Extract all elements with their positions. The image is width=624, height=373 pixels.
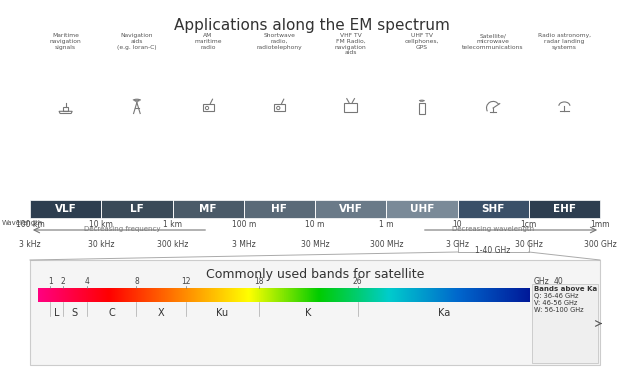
Text: 4: 4 — [85, 277, 90, 286]
Text: 10 m: 10 m — [305, 220, 324, 229]
Text: K: K — [305, 308, 312, 318]
Text: 40: 40 — [553, 277, 563, 286]
Bar — [101, 200, 172, 218]
Text: 100 km: 100 km — [16, 220, 44, 229]
Text: 300 kHz: 300 kHz — [157, 240, 188, 249]
Bar — [172, 200, 244, 218]
Text: 1 km: 1 km — [163, 220, 182, 229]
Text: Commonly used bands for satellite: Commonly used bands for satellite — [206, 268, 424, 281]
Text: 300 MHz: 300 MHz — [369, 240, 403, 249]
Text: VHF: VHF — [339, 204, 363, 214]
Text: HF: HF — [271, 204, 287, 214]
Text: UHF TV
cellphones,
GPS: UHF TV cellphones, GPS — [405, 33, 439, 50]
Text: Shortwave
radio,
radiotelephony: Shortwave radio, radiotelephony — [256, 33, 302, 50]
Text: S: S — [72, 308, 78, 318]
Bar — [532, 284, 598, 363]
Bar — [244, 200, 315, 218]
Bar — [419, 103, 424, 113]
Bar — [30, 260, 600, 365]
Text: Navigation
aids
(e.g. loran-C): Navigation aids (e.g. loran-C) — [117, 33, 157, 50]
Text: 1cm: 1cm — [520, 220, 537, 229]
Text: Applications along the EM spectrum: Applications along the EM spectrum — [174, 18, 450, 33]
Text: Maritime
navigation
signals: Maritime navigation signals — [50, 33, 82, 50]
Text: 3 kHz: 3 kHz — [19, 240, 41, 249]
Bar — [315, 200, 386, 218]
Bar — [203, 104, 213, 111]
Text: MF: MF — [200, 204, 217, 214]
Text: Q: 36-46 GHz
V: 46-56 GHz
W: 56-100 GHz: Q: 36-46 GHz V: 46-56 GHz W: 56-100 GHz — [534, 293, 583, 313]
Bar — [386, 200, 457, 218]
Bar — [30, 200, 101, 218]
Text: Bands above Ka: Bands above Ka — [534, 286, 597, 292]
Text: 30 GHz: 30 GHz — [515, 240, 543, 249]
Text: 1: 1 — [48, 277, 52, 286]
Text: 18: 18 — [255, 277, 264, 286]
Text: 30 MHz: 30 MHz — [301, 240, 329, 249]
Text: 30 kHz: 30 kHz — [88, 240, 114, 249]
Bar — [274, 104, 285, 111]
Text: X: X — [158, 308, 164, 318]
Text: 1-40 GHz: 1-40 GHz — [475, 246, 511, 255]
Text: VHF TV
FM Radio,
navigation
aids: VHF TV FM Radio, navigation aids — [334, 33, 366, 56]
Text: UHF: UHF — [410, 204, 434, 214]
Text: VLF: VLF — [55, 204, 77, 214]
Text: 3 MHz: 3 MHz — [232, 240, 256, 249]
Text: AM
maritime
radio: AM maritime radio — [194, 33, 222, 50]
Bar — [457, 200, 529, 218]
Text: 10 km: 10 km — [89, 220, 113, 229]
Text: 8: 8 — [134, 277, 139, 286]
Text: LF: LF — [130, 204, 144, 214]
Text: Radio astronomy,
radar landing
systems: Radio astronomy, radar landing systems — [538, 33, 591, 50]
Text: 100 m: 100 m — [232, 220, 256, 229]
Text: GHz: GHz — [534, 277, 550, 286]
Text: 1 m: 1 m — [379, 220, 394, 229]
Bar — [529, 200, 600, 218]
Text: 12: 12 — [181, 277, 190, 286]
Text: 3 GHz: 3 GHz — [446, 240, 469, 249]
Text: EHF: EHF — [553, 204, 576, 214]
Text: Ka: Ka — [438, 308, 450, 318]
Text: Wavelength: Wavelength — [2, 220, 44, 226]
Text: 1mm: 1mm — [590, 220, 610, 229]
Text: C: C — [109, 308, 115, 318]
Text: 10: 10 — [452, 220, 462, 229]
Text: 2: 2 — [61, 277, 65, 286]
Text: Decreasing wavelength: Decreasing wavelength — [452, 226, 534, 232]
Text: Satellite/
microwave
telecommunications: Satellite/ microwave telecommunications — [462, 33, 524, 50]
Text: 300 GHz: 300 GHz — [583, 240, 617, 249]
Text: Ku: Ku — [217, 308, 228, 318]
Text: 26: 26 — [353, 277, 363, 286]
Bar — [344, 103, 357, 112]
Text: SHF: SHF — [482, 204, 505, 214]
Text: L: L — [54, 308, 59, 318]
Text: Decreasing frequency: Decreasing frequency — [84, 226, 161, 232]
